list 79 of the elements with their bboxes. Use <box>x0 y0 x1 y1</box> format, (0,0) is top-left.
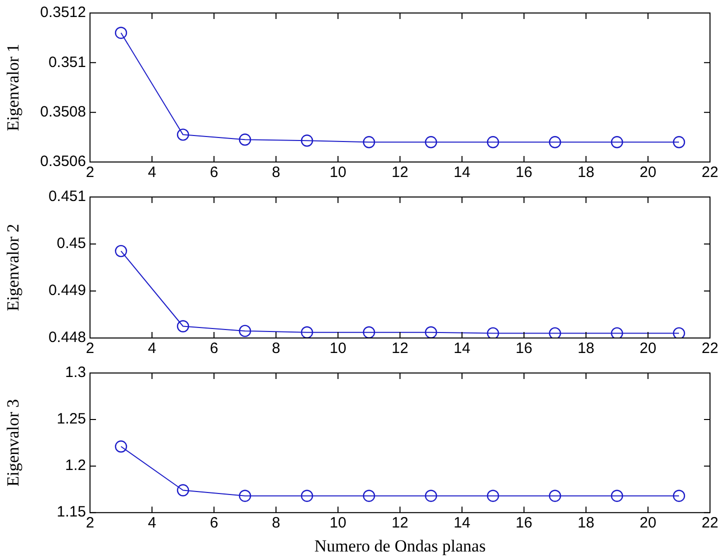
point <box>176 320 190 332</box>
point <box>548 327 562 338</box>
x-tick-label: 10 <box>330 164 346 182</box>
point <box>610 136 624 148</box>
y-tick-label: 0.449 <box>48 282 86 300</box>
point <box>610 490 624 502</box>
point <box>176 128 190 141</box>
x-tick-label: 8 <box>272 164 280 182</box>
point <box>362 490 376 502</box>
y-tick-label: 1.15 <box>56 504 86 521</box>
x-tick-label: 12 <box>392 340 408 358</box>
x-tick-label: 10 <box>330 514 346 532</box>
y-tick-label: 0.45 <box>56 235 86 252</box>
x-tick-label: 4 <box>148 514 156 532</box>
point <box>610 327 624 338</box>
x-tick-label: 16 <box>516 340 532 358</box>
point <box>486 490 500 502</box>
point <box>424 326 438 338</box>
x-tick-label: 2 <box>86 164 94 182</box>
x-tick-label: 6 <box>210 164 218 182</box>
x-tick-label: 14 <box>454 164 470 182</box>
point <box>672 327 686 338</box>
x-tick-label: 14 <box>454 340 470 358</box>
y-axis-title: Eigenvalor 2 <box>4 224 23 312</box>
y-axis-title: Eigenvalor 3 <box>4 399 23 486</box>
point <box>300 490 314 502</box>
point <box>424 490 438 502</box>
y-tick-label: 1.3 <box>65 364 86 382</box>
x-tick-label: 2 <box>86 340 94 358</box>
y-tick-label: 0.448 <box>48 329 86 346</box>
point <box>114 440 128 453</box>
x-tick-label: 8 <box>272 514 280 532</box>
y-tick-label: 1.25 <box>56 410 86 428</box>
point <box>362 326 376 338</box>
x-tick-label: 12 <box>392 514 408 532</box>
point <box>114 244 128 258</box>
y-axis-title: Eigenvalor 1 <box>4 44 23 132</box>
point <box>176 484 190 496</box>
point <box>300 134 314 147</box>
x-axis-title: Numero de Ondas planas <box>314 536 486 556</box>
y-tick-label: 0.351 <box>48 54 86 71</box>
point <box>238 324 252 338</box>
x-tick-label: 22 <box>702 514 718 532</box>
x-tick-label: 4 <box>148 164 156 182</box>
x-tick-label: 16 <box>516 514 532 532</box>
x-tick-label: 16 <box>516 164 532 182</box>
x-tick-label: 6 <box>210 340 218 358</box>
point <box>486 136 500 148</box>
point <box>424 136 438 148</box>
x-tick-label: 14 <box>454 514 470 532</box>
point <box>114 26 128 39</box>
point <box>672 136 686 148</box>
point <box>238 134 252 146</box>
x-tick-label: 18 <box>578 340 594 358</box>
x-tick-label: 20 <box>640 340 656 358</box>
point <box>672 490 686 502</box>
x-tick-label: 20 <box>640 514 656 532</box>
point <box>548 136 562 148</box>
y-tick-label: 0.3508 <box>40 103 86 120</box>
y-tick-label: 0.3512 <box>40 4 86 22</box>
y-tick-label: 0.451 <box>48 188 86 206</box>
x-tick-label: 18 <box>578 164 594 182</box>
point <box>362 136 376 148</box>
x-tick-label: 12 <box>392 164 408 182</box>
point <box>486 327 500 338</box>
point <box>238 490 252 502</box>
y-tick-label: 1.2 <box>65 457 86 474</box>
x-tick-label: 22 <box>702 340 718 358</box>
x-tick-label: 8 <box>272 340 280 358</box>
x-tick-label: 6 <box>210 514 218 532</box>
x-tick-label: 4 <box>148 340 156 358</box>
x-tick-label: 2 <box>86 514 94 532</box>
x-tick-label: 10 <box>330 340 346 358</box>
x-tick-label: 20 <box>640 164 656 182</box>
x-tick-label: 18 <box>578 514 594 532</box>
point <box>300 326 314 338</box>
x-tick-label: 22 <box>702 164 718 182</box>
y-tick-label: 0.3506 <box>40 153 86 170</box>
point <box>548 490 562 502</box>
